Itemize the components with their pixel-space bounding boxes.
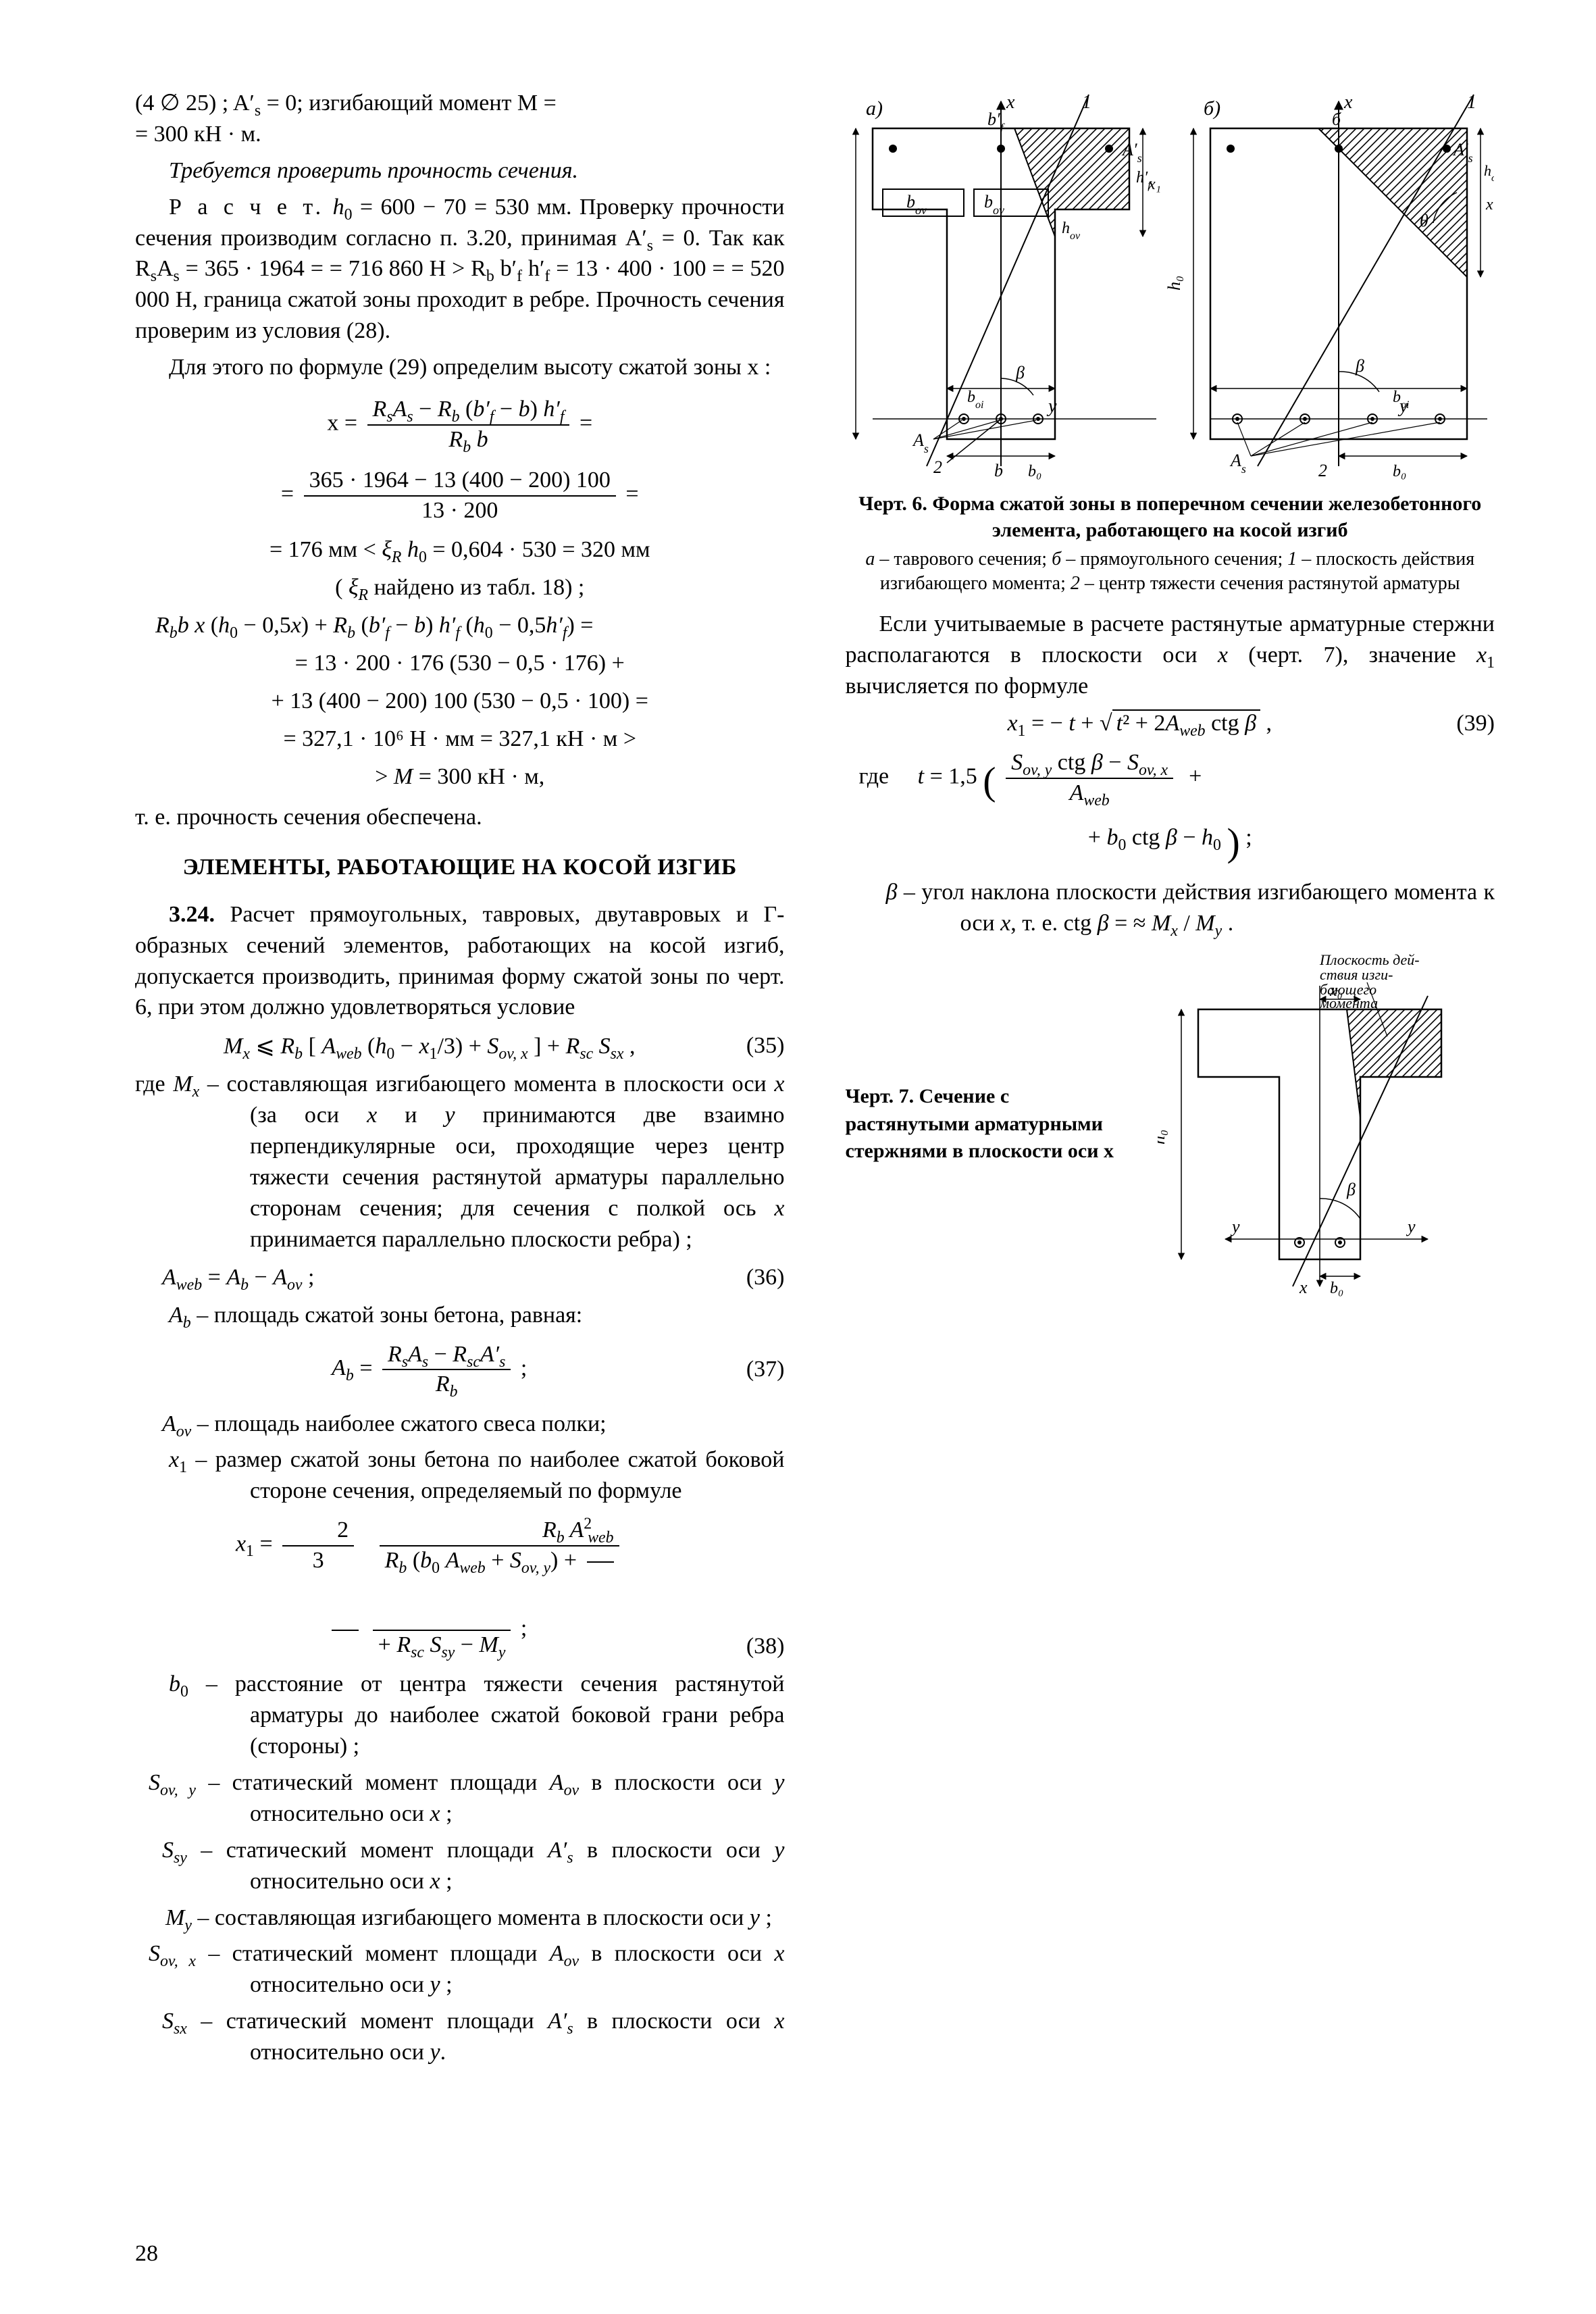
def-beta: β – угол наклона плоскости действия изги… bbox=[846, 877, 1495, 939]
svg-text:As: As bbox=[912, 430, 929, 455]
eq-37: Ab = RsAs − RscA′s Rb ; (37) bbox=[135, 1340, 785, 1399]
page-number: 28 bbox=[135, 2241, 158, 2267]
def-ssy: Ssy – статический момент площади A′s в п… bbox=[135, 1835, 785, 1897]
svg-text:x: x bbox=[1299, 1278, 1308, 1297]
svg-text:y: y bbox=[1406, 1217, 1416, 1236]
eq-36: Aweb = Ab − Aov ; (36) bbox=[135, 1265, 785, 1290]
def-b0: b0 – расстояние от центра тяжести сечени… bbox=[135, 1669, 785, 1762]
calc-label: Р а с ч е т. bbox=[169, 195, 325, 220]
fig6-label-b: б) bbox=[1204, 97, 1220, 120]
fig6-label-a: а) bbox=[866, 97, 883, 120]
svg-text:β: β bbox=[1355, 356, 1364, 376]
eq-x-frac2: = 365 · 1964 − 13 (400 − 200) 100 13 · 2… bbox=[135, 466, 785, 525]
eq-m-check: Rbb x (h0 − 0,5x) + Rb (b′f − b) h′f (h0… bbox=[135, 613, 785, 638]
def-sovy: Sov, y – статический момент площади Aov … bbox=[135, 1767, 785, 1830]
svg-text:x₁: x₁ bbox=[1485, 196, 1494, 213]
svg-text:hov: hov bbox=[1062, 220, 1081, 242]
svg-text:y: y bbox=[1046, 396, 1057, 417]
eq-39: x1 = − t + √t² + 2Aweb ctg β , (39) bbox=[846, 711, 1495, 736]
eq-t-2: + b0 ctg β − h0 ) ; bbox=[846, 820, 1495, 865]
svg-text:β: β bbox=[1346, 1180, 1356, 1199]
fig6-caption: Черт. 6. Форма сжатой зоны в поперечном … bbox=[852, 491, 1489, 543]
intro-requirement: Требуется проверить прочность сечения. bbox=[135, 155, 785, 186]
eq-x-result: = 176 мм < ξR h0 = 0,604 · 530 = 320 мм bbox=[135, 537, 785, 563]
eq-35: Mx ⩽ Rb [ Aweb (h0 − x1/3) + Sov, x ] + … bbox=[135, 1032, 785, 1059]
svg-text:As: As bbox=[1229, 451, 1246, 476]
eq-m-check-4: = 327,1 · 10⁶ Н · мм = 327,1 кН · м > bbox=[135, 726, 785, 752]
svg-text:θ: θ bbox=[1420, 211, 1428, 230]
svg-text:y: y bbox=[1230, 1217, 1240, 1236]
figure-6-svg: а) bov bov x y 1 β 2 b′f A′s h₀ h′f hov … bbox=[846, 88, 1494, 480]
svg-text:1: 1 bbox=[1082, 92, 1091, 113]
svg-text:б: б bbox=[1332, 109, 1341, 129]
svg-text:x: x bbox=[1343, 92, 1353, 113]
svg-text:x: x bbox=[1006, 92, 1015, 113]
figure-7: Черт. 7. Сечение с растянутыми арматурны… bbox=[846, 949, 1495, 1300]
eq-m-check-2: = 13 · 200 · 176 (530 − 0,5 · 176) + bbox=[135, 651, 785, 676]
two-column-layout: (4 ∅ 25) ; A′s = 0; изгибающий момент M … bbox=[135, 88, 1495, 2182]
def-my: My – составляющая изгибающего момента в … bbox=[135, 1903, 785, 1934]
eq-x-frac1: x = RsAs − Rb (b′f − b) h′f Rb b = bbox=[135, 395, 785, 454]
fig7-caption: Черт. 7. Сечение с растянутыми арматурны… bbox=[846, 1083, 1138, 1165]
svg-text:b′f: b′f bbox=[987, 109, 1006, 134]
def-sovx: Sov, x – статический момент площади Aov … bbox=[135, 1938, 785, 2001]
svg-text:h₀: h₀ bbox=[1158, 1130, 1168, 1145]
intro-line-1: (4 ∅ 25) ; A′s = 0; изгибающий момент M … bbox=[135, 88, 785, 150]
svg-text:2: 2 bbox=[1318, 461, 1327, 480]
calc-para: Р а с ч е т. h0 = 600 − 70 = 530 мм. Про… bbox=[135, 192, 785, 347]
svg-text:b₀: b₀ bbox=[1028, 463, 1041, 480]
where-aov: Aov – площадь наиболее сжатого свеса пол… bbox=[135, 1409, 785, 1440]
page: (4 ∅ 25) ; A′s = 0; изгибающий момент M … bbox=[0, 0, 1596, 2314]
figure-7-svg: Плоскость дей- ствия изги- бающего момен… bbox=[1158, 949, 1482, 1300]
svg-text:h₀: h₀ bbox=[1164, 276, 1184, 291]
where-ab: Ab – площадь сжатой зоны бетона, равная: bbox=[135, 1300, 785, 1331]
calc-para-2: Для этого по формуле (29) определим высо… bbox=[135, 352, 785, 383]
svg-text:момента: момента bbox=[1319, 995, 1378, 1011]
svg-text:hov: hov bbox=[1484, 162, 1494, 184]
svg-text:1: 1 bbox=[1467, 92, 1476, 113]
eq-m-check-5: > M = 300 кН · м, bbox=[135, 764, 785, 790]
section-heading: ЭЛЕМЕНТЫ, РАБОТАЮЩИЕ НА КОСОЙ ИЗГИБ bbox=[135, 852, 785, 883]
p-after-fig6: Если учитываемые в расчете растянутые ар… bbox=[846, 609, 1495, 702]
svg-text:2: 2 bbox=[933, 457, 942, 477]
svg-text:b₀: b₀ bbox=[1330, 1280, 1343, 1297]
eq-38: x1 = 23 Rb A2web Rb (b0 Aweb + Sov, y) +… bbox=[135, 1516, 785, 1659]
p-3-24: 3.24. Расчет прямоугольных, тавровых, дв… bbox=[135, 899, 785, 1024]
figure-6: а) bov bov x y 1 β 2 b′f A′s h₀ h′f hov … bbox=[846, 88, 1495, 597]
eq-t: где t = 1,5 ( Sov, y ctg β − Sov, x Aweb… bbox=[846, 749, 1495, 807]
eq-m-check-3: + 13 (400 − 200) 100 (530 − 0,5 · 100) = bbox=[135, 688, 785, 714]
svg-text:boi: boi bbox=[1393, 388, 1409, 411]
svg-text:bov: bov bbox=[906, 192, 927, 217]
svg-text:b: b bbox=[994, 461, 1003, 480]
svg-text:x₀: x₀ bbox=[1329, 982, 1343, 1000]
eq-x-note: ( ξR найдено из табл. 18) ; bbox=[135, 575, 785, 601]
svg-text:b₀: b₀ bbox=[1393, 463, 1406, 480]
def-ssx: Ssx – статический момент площади A′s в п… bbox=[135, 2006, 785, 2068]
where-x1: x1 – размер сжатой зоны бетона по наибол… bbox=[135, 1444, 785, 1507]
svg-text:β: β bbox=[1015, 363, 1025, 382]
fig6-legend: а – таврового сечения; б – прямоугольног… bbox=[859, 547, 1482, 597]
svg-text:boi: boi bbox=[967, 388, 983, 411]
svg-text:x₁: x₁ bbox=[1148, 176, 1161, 193]
where-mx: где Mx – составляющая изгибающего момент… bbox=[135, 1069, 785, 1255]
conclusion: т. е. прочность сечения обеспечена. bbox=[135, 802, 785, 833]
